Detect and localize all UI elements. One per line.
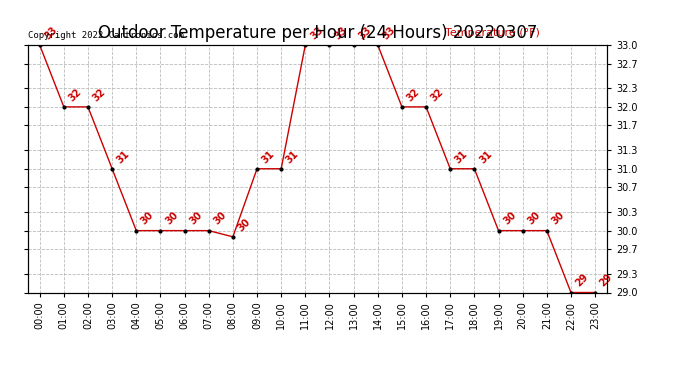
Text: 30: 30 <box>212 210 228 227</box>
Text: 31: 31 <box>260 148 277 165</box>
Text: 30: 30 <box>526 210 542 227</box>
Text: 33: 33 <box>381 25 397 41</box>
Text: Temperature (°F): Temperature (°F) <box>445 28 540 38</box>
Text: 31: 31 <box>453 148 470 165</box>
Text: 30: 30 <box>502 210 518 227</box>
Text: 33: 33 <box>308 25 325 41</box>
Text: 33: 33 <box>43 25 59 41</box>
Text: 32: 32 <box>67 87 83 103</box>
Text: 32: 32 <box>405 87 422 103</box>
Text: 30: 30 <box>236 216 253 233</box>
Text: 31: 31 <box>115 148 132 165</box>
Text: 29: 29 <box>574 272 591 289</box>
Text: Copyright 2022 Cartronics.com: Copyright 2022 Cartronics.com <box>28 31 184 40</box>
Text: 31: 31 <box>477 148 494 165</box>
Text: 30: 30 <box>550 210 566 227</box>
Text: 32: 32 <box>91 87 108 103</box>
Text: 30: 30 <box>188 210 204 227</box>
Text: 31: 31 <box>284 148 301 165</box>
Text: 30: 30 <box>139 210 156 227</box>
Text: 32: 32 <box>429 87 446 103</box>
Title: Outdoor Temperature per Hour (24 Hours) 20220307: Outdoor Temperature per Hour (24 Hours) … <box>98 24 537 42</box>
Text: 29: 29 <box>598 272 615 289</box>
Text: 33: 33 <box>357 25 373 41</box>
Text: 33: 33 <box>333 25 349 41</box>
Text: 30: 30 <box>164 210 180 227</box>
